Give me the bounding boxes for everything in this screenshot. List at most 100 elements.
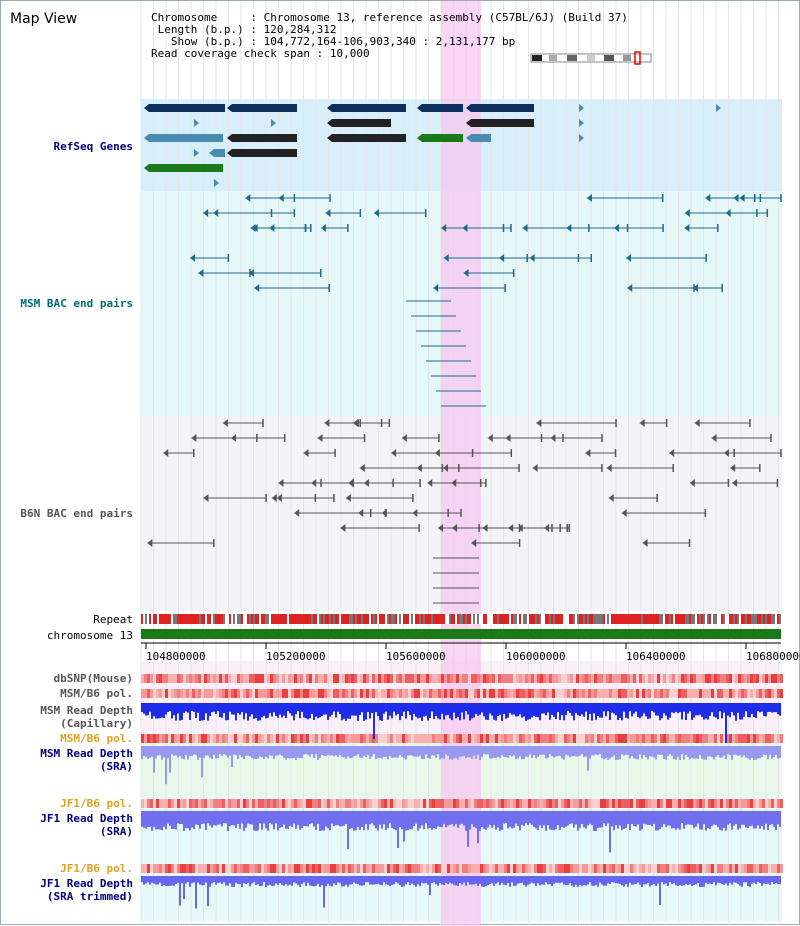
track-label-repeat[interactable]: Repeat xyxy=(93,613,133,626)
msm-b6-pol-heat-2 xyxy=(747,734,750,743)
bac-end xyxy=(321,224,327,232)
dbsnp-heat xyxy=(729,674,732,683)
msm-capillary-depth xyxy=(257,703,259,721)
msm-b6-pol-heat xyxy=(414,689,417,698)
jf1-b6-pol-heat xyxy=(270,799,273,808)
dbsnp-heat xyxy=(414,674,417,683)
track-label-msm-b6-pol[interactable]: MSM/B6 pol. xyxy=(60,687,133,700)
msm-sra-depth xyxy=(719,746,721,758)
repeat-bar xyxy=(637,614,639,624)
msm-capillary-depth xyxy=(761,703,763,712)
jf1-sra-depth xyxy=(639,811,641,831)
jf1-trimmed-depth xyxy=(409,876,411,886)
msm-b6-pol-heat-2 xyxy=(402,734,405,743)
repeat-bar xyxy=(365,614,367,624)
jf1-trimmed-depth xyxy=(649,876,651,887)
ideogram-band xyxy=(567,55,577,61)
msm-sra-depth xyxy=(539,746,541,755)
dbsnp-heat xyxy=(561,674,564,683)
jf1-b6-pol-heat-2 xyxy=(429,864,432,873)
msm-sra-depth xyxy=(267,746,269,759)
dbsnp-heat xyxy=(585,674,588,683)
dbsnp-heat xyxy=(555,674,558,683)
msm-b6-pol-heat-2 xyxy=(468,734,471,743)
repeat-bar xyxy=(449,614,451,624)
msm-sra-depth xyxy=(549,746,551,755)
track-label-refseq[interactable]: RefSeq Genes xyxy=(53,140,133,153)
jf1-trimmed-depth xyxy=(751,876,753,884)
jf1-b6-pol-heat-2 xyxy=(738,864,741,873)
track-label-b6n-bac[interactable]: B6N BAC end pairs xyxy=(20,507,133,520)
jf1-b6-pol-heat xyxy=(609,799,612,808)
jf1-b6-pol-heat xyxy=(180,799,183,808)
dbsnp-heat xyxy=(600,674,603,683)
msm-b6-pol-heat-2 xyxy=(696,734,699,743)
jf1-trimmed-depth xyxy=(565,876,567,886)
jf1-b6-pol-heat-2 xyxy=(591,864,594,873)
jf1-b6-pol-heat-2 xyxy=(408,864,411,873)
msm-capillary-depth xyxy=(583,703,585,717)
msm-b6-pol-heat-2 xyxy=(633,734,636,743)
msm-sra-depth xyxy=(669,746,671,755)
jf1-b6-pol-heat xyxy=(636,799,639,808)
jf1-b6-pol-heat xyxy=(669,799,672,808)
msm-b6-pol-heat xyxy=(765,689,768,698)
repeat-bar xyxy=(353,614,355,624)
repeat-bar xyxy=(179,614,181,624)
jf1-b6-pol-heat-2 xyxy=(372,864,375,873)
jf1-b6-pol-heat-2 xyxy=(447,864,450,873)
track-label-msm-b6-pol-2[interactable]: MSM/B6 pol. xyxy=(60,732,133,745)
msm-capillary-depth xyxy=(265,703,267,719)
jf1-trimmed-depth xyxy=(271,876,273,887)
track-label-chromosome[interactable]: chromosome 13 xyxy=(46,629,133,642)
msm-sra-depth xyxy=(653,746,655,758)
track-label-msm-depth-capillary[interactable]: MSM Read Depth (Capillary) xyxy=(40,704,133,730)
jf1-b6-pol-heat xyxy=(741,799,744,808)
msm-capillary-depth xyxy=(299,703,301,719)
jf1-b6-pol-heat-2 xyxy=(720,864,723,873)
msm-capillary-depth xyxy=(663,703,665,714)
jf1-trimmed-depth xyxy=(151,876,153,883)
jf1-trimmed-depth xyxy=(663,876,665,885)
track-label-jf1-depth-sra[interactable]: JF1 Read Depth (SRA) xyxy=(40,812,133,838)
msm-capillary-depth xyxy=(735,703,737,721)
jf1-sra-depth xyxy=(713,811,715,825)
track-label-msm-depth-sra[interactable]: MSM Read Depth (SRA) xyxy=(40,747,133,773)
dbsnp-heat xyxy=(504,674,507,683)
msm-sra-depth xyxy=(259,746,261,757)
jf1-sra-depth xyxy=(427,811,429,829)
track-label-dbsnp[interactable]: dbSNP(Mouse) xyxy=(53,672,133,685)
jf1-sra-depth xyxy=(207,811,209,824)
msm-b6-pol-heat xyxy=(270,689,273,698)
dbsnp-heat xyxy=(225,674,228,683)
msm-b6-pol-heat-2 xyxy=(513,734,516,743)
jf1-trimmed-depth xyxy=(515,876,517,886)
jf1-b6-pol-heat xyxy=(693,799,696,808)
msm-sra-depth xyxy=(403,746,405,759)
jf1-b6-pol-heat xyxy=(177,799,180,808)
msm-sra-depth xyxy=(209,746,211,758)
track-label-jf1-b6-pol[interactable]: JF1/B6 pol. xyxy=(60,797,133,810)
jf1-sra-depth xyxy=(541,811,543,829)
track-label-jf1-b6-pol-2[interactable]: JF1/B6 pol. xyxy=(60,862,133,875)
msm-sra-depth xyxy=(251,746,253,759)
jf1-b6-pol-heat-2 xyxy=(336,864,339,873)
msm-sra-depth xyxy=(271,746,273,756)
repeat-bar xyxy=(717,614,719,624)
msm-capillary-depth xyxy=(585,703,587,712)
track-label-jf1-depth-trimmed[interactable]: JF1 Read Depth (SRA trimmed) xyxy=(40,877,133,903)
msm-sra-depth xyxy=(175,746,177,756)
msm-capillary-depth xyxy=(381,703,383,721)
repeat-bar xyxy=(499,614,501,624)
dbsnp-heat xyxy=(639,674,642,683)
jf1-b6-pol-heat-2 xyxy=(384,864,387,873)
gene-arrow xyxy=(227,134,232,142)
msm-b6-pol-heat xyxy=(240,689,243,698)
repeat-bar xyxy=(495,614,497,624)
jf1-b6-pol-heat xyxy=(612,799,615,808)
msm-b6-pol-heat xyxy=(282,689,285,698)
track-label-msm-bac[interactable]: MSM BAC end pairs xyxy=(20,297,133,310)
jf1-b6-pol-heat-2 xyxy=(411,864,414,873)
msm-sra-depth xyxy=(471,746,473,759)
